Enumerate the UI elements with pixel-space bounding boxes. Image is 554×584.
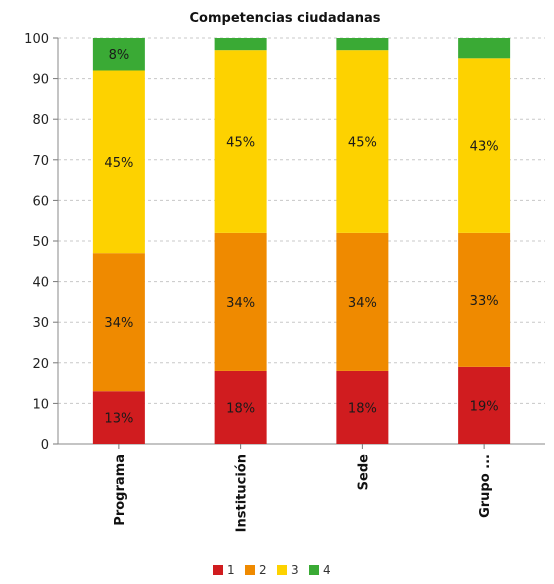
data-label: 34% xyxy=(104,316,133,331)
bar-segment xyxy=(458,366,511,444)
bar-segment xyxy=(214,38,267,51)
data-label: 43% xyxy=(470,140,499,155)
y-tick-label: 60 xyxy=(32,194,49,209)
y-tick-label: 30 xyxy=(32,316,49,331)
data-label: 18% xyxy=(226,401,255,416)
data-label: 19% xyxy=(470,399,499,414)
legend-label: 3 xyxy=(291,563,299,577)
legend-swatch xyxy=(245,565,255,575)
y-tick-label: 20 xyxy=(32,357,49,372)
y-tick-label: 70 xyxy=(32,154,49,169)
x-tick-label: Institución xyxy=(235,454,250,532)
legend-label: 2 xyxy=(259,563,267,577)
bar-segment xyxy=(336,50,389,233)
bar-segment xyxy=(336,38,389,51)
y-tick-label: 80 xyxy=(32,113,49,128)
data-label: 33% xyxy=(470,294,499,309)
bar-segment xyxy=(458,58,511,233)
bar-segment xyxy=(92,391,145,444)
y-tick-label: 40 xyxy=(32,276,49,291)
bar-segment xyxy=(92,253,145,392)
y-tick-labels: 0 10 20 30 40 50 60 70 80 90 100 xyxy=(24,32,49,453)
legend: 1 2 3 4 xyxy=(213,563,331,577)
data-label: 45% xyxy=(348,136,377,151)
data-label: 18% xyxy=(348,401,377,416)
x-tick-label: Programa xyxy=(113,454,128,526)
y-tick-label: 50 xyxy=(32,235,49,250)
data-label: 45% xyxy=(104,156,133,171)
legend-label: 1 xyxy=(227,563,235,577)
x-tick-labels: Programa Institución Sede Grupo ... xyxy=(113,454,493,533)
data-label: 13% xyxy=(104,412,133,427)
bar-segment xyxy=(92,38,145,71)
bar-segment xyxy=(458,38,511,59)
bar-segment xyxy=(214,370,267,444)
y-tick-label: 100 xyxy=(24,32,49,47)
x-tick-label: Grupo ... xyxy=(478,454,493,518)
y-tick-label: 10 xyxy=(32,397,49,412)
data-labels: 13% 34% 45% 8% 18% 34% 45% 18% 34% 45% 19% 33% 43% xyxy=(104,48,498,426)
bar-segment xyxy=(214,50,267,233)
legend-label: 4 xyxy=(323,563,331,577)
chart-title: Competencias ciudadanas xyxy=(190,11,381,26)
data-label: 34% xyxy=(348,296,377,311)
legend-swatch xyxy=(309,565,319,575)
bar-segment xyxy=(92,70,145,254)
x-tick-label: Sede xyxy=(356,454,371,490)
y-tick-label: 0 xyxy=(41,438,49,453)
bars xyxy=(92,38,511,444)
legend-swatch xyxy=(213,565,223,575)
y-tick-label: 90 xyxy=(32,73,49,88)
legend-swatch xyxy=(277,565,287,575)
data-label: 34% xyxy=(226,296,255,311)
data-label: 8% xyxy=(109,48,130,63)
bar-segment xyxy=(214,232,267,371)
bar-segment xyxy=(336,232,389,371)
bar-segment xyxy=(336,370,389,444)
data-label: 45% xyxy=(226,136,255,151)
bar-segment xyxy=(458,232,511,367)
